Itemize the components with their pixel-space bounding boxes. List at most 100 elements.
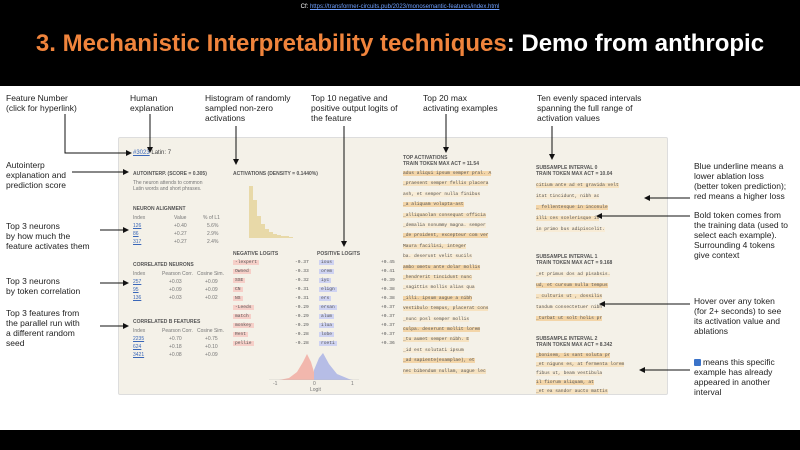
top-activation-example[interactable]: adus aliqui ipsum semper pral. A bbox=[403, 171, 492, 176]
top-activation-example[interactable]: ba. deserunt velit sucils bbox=[403, 254, 472, 260]
subsample-example[interactable]: _bonisem, is sant soluta pr bbox=[536, 353, 611, 358]
annotation-line: its activation value and bbox=[694, 316, 780, 326]
negative-logit-value: -0.32 bbox=[295, 278, 309, 283]
sub0-header: SUBSAMPLE INTERVAL 0 bbox=[536, 165, 598, 171]
negative-logit-token: pellie bbox=[233, 341, 254, 346]
cb-index-link[interactable]: 3421 bbox=[133, 352, 145, 358]
annotation-line: activation values bbox=[537, 113, 600, 123]
hist-bar bbox=[261, 224, 265, 238]
subsample-example[interactable]: il fiorum aliquam, at bbox=[536, 380, 594, 385]
negative-logit-value: -0.28 bbox=[295, 341, 309, 346]
subsample-example[interactable]: _et primus dos ad pisabsis. bbox=[536, 272, 611, 277]
annotation-line: by how much the bbox=[6, 231, 71, 241]
top-activation-example[interactable]: culpa. deserunt mollit lorem bbox=[403, 327, 481, 332]
annotation-line: (better token prediction); bbox=[694, 181, 787, 191]
feature-header: #3023 Latin: 7 bbox=[133, 150, 171, 156]
top-activation-example[interactable]: _illi. ipsum augue a nibh bbox=[403, 295, 472, 301]
top-activation-example[interactable]: vestibulo tempus, placerat cons bbox=[403, 306, 489, 312]
subsample-example[interactable]: _et niguns es, at fermenta lorem bbox=[536, 362, 625, 367]
cn-col: Index bbox=[133, 271, 146, 277]
annotation-feature-number: Feature Number (click for hyperlink) bbox=[6, 93, 77, 113]
annotation-line: Top 3 neurons bbox=[6, 276, 60, 286]
hist-bar bbox=[265, 229, 269, 238]
subsample-example[interactable]: fibus ut, beam vestibula bbox=[536, 371, 603, 376]
annotation-top10-logits: Top 10 negative and positive output logi… bbox=[311, 93, 397, 123]
cb-index-link[interactable]: 624 bbox=[133, 344, 142, 350]
top-activation-example[interactable]: _hendrerit tincidunt nunc bbox=[403, 275, 472, 280]
positive-logit-token: alum bbox=[319, 314, 335, 319]
annotation-line: means this specific bbox=[694, 357, 775, 367]
logit-hist-positive bbox=[314, 353, 353, 380]
feature-link[interactable]: #3023 bbox=[133, 150, 150, 156]
annotation-line: positive output logits of bbox=[311, 103, 398, 113]
cn-index-link[interactable]: 95 bbox=[133, 287, 139, 293]
na-value: +0.40 bbox=[174, 223, 187, 229]
top-activations-sub: TRAIN TOKEN MAX ACT = 11.54 bbox=[403, 161, 479, 167]
footer-link[interactable]: https://transformer-circuits.pub/2023/mo… bbox=[309, 4, 500, 10]
subsample-example[interactable]: _et ea sandor aucto mattis bbox=[536, 389, 608, 394]
title-accent: 3. Mechanistic Interpretability techniqu… bbox=[35, 30, 507, 57]
footer-citation: Cf: https://transformer-circuits.pub/202… bbox=[0, 4, 800, 10]
cn-index-link[interactable]: 136 bbox=[133, 295, 142, 301]
top-activation-example[interactable]: _tu aumet semper nibh. E bbox=[403, 337, 470, 343]
correlated-neurons-header: CORRELATED NEURONS bbox=[133, 262, 194, 268]
subsample-example[interactable]: _ culturis ut , dossilis bbox=[536, 294, 603, 299]
top-activation-example[interactable]: ash, et semper nulla finibus bbox=[403, 191, 481, 197]
positive-logit-value: +0.37 bbox=[381, 323, 395, 328]
annotation-line: sampled non-zero bbox=[205, 103, 274, 113]
top-activation-example[interactable]: _sagittis mollis alias qua bbox=[403, 285, 475, 291]
annotation-line: give context bbox=[694, 250, 740, 260]
annotation-human-explanation: Human explanation bbox=[130, 93, 173, 113]
annotation-line: example has already bbox=[694, 367, 773, 377]
top-activation-example[interactable]: Maura facilisi, integer bbox=[403, 243, 467, 249]
annotation-line: seed bbox=[6, 338, 25, 348]
top-activation-example[interactable]: _nunc posl semper mollis bbox=[403, 316, 470, 322]
negative-logit-token: -Leeds bbox=[233, 305, 254, 310]
top-activation-example[interactable]: _de proident, excepteur com ver bbox=[403, 233, 489, 239]
negative-logit-token: Owned bbox=[233, 269, 251, 274]
na-index-link[interactable]: 317 bbox=[133, 239, 142, 245]
cn-index-link[interactable]: 257 bbox=[133, 279, 142, 285]
top-activation-example[interactable]: _id est solutati ipsum bbox=[403, 347, 464, 353]
annotation-line: Blue underline means a bbox=[694, 161, 784, 171]
annotation-line: Autointerp bbox=[6, 160, 45, 170]
annotation-line: Bold token comes from bbox=[694, 210, 781, 220]
positive-logit-value: +0.38 bbox=[381, 296, 395, 301]
top-activation-example[interactable]: nec bibendum nullam, augue lec bbox=[403, 368, 486, 374]
annotation-blue-underline: Blue underline means a lower ablation lo… bbox=[694, 161, 786, 201]
annotation-line: Top 3 features from bbox=[6, 308, 80, 318]
top-activation-example[interactable]: ambo ometu ante dolar mollis bbox=[403, 264, 481, 270]
cb-index-link[interactable]: 2235 bbox=[133, 336, 145, 342]
sub2-header: SUBSAMPLE INTERVAL 2 bbox=[536, 336, 598, 342]
top-activation-example[interactable]: _praesent semper fellis placera bbox=[403, 181, 489, 187]
subsample-example[interactable]: in primo bus adipiscelit. bbox=[536, 227, 605, 232]
subsample-example[interactable]: tandum consectetuer nibh bbox=[536, 305, 603, 310]
annotation-line: Ten evenly spaced intervals bbox=[537, 93, 642, 103]
subsample-example[interactable]: _turbat ut solt holis pr bbox=[536, 316, 603, 321]
title-bar bbox=[0, 0, 800, 86]
top-activation-example[interactable]: _alliquaolan consequat officia bbox=[403, 212, 486, 218]
subsample-example[interactable]: illi ces scelerisque in bbox=[536, 216, 600, 221]
hist-xlabel: Logit bbox=[310, 387, 321, 393]
negative-logits-header: NEGATIVE LOGITS bbox=[233, 251, 279, 257]
negative-logit-value: -0.33 bbox=[295, 269, 309, 274]
subsample-example[interactable]: citium ante ad et gravida velt bbox=[536, 183, 619, 188]
cb-pearson: +0.18 bbox=[169, 344, 182, 350]
positive-logit-token: roeti bbox=[319, 341, 337, 346]
top-activation-example[interactable]: _demalia nonummy magna. semper bbox=[403, 223, 486, 228]
subsample-example[interactable]: _ fellentesque in inconule bbox=[536, 205, 608, 210]
annotation-ten-intervals: Ten evenly spaced intervals spanning the… bbox=[537, 93, 641, 123]
annotation-line: activations bbox=[205, 113, 246, 123]
na-index-link[interactable]: 86 bbox=[133, 231, 139, 237]
subsample-example[interactable]: itat tincidunt, nibh ac bbox=[536, 194, 600, 199]
cb-pearson: +0.08 bbox=[169, 352, 182, 358]
na-pct: 2.4% bbox=[207, 239, 219, 245]
na-index-link[interactable]: 126 bbox=[133, 223, 142, 229]
positive-logit-value: +0.37 bbox=[381, 314, 395, 319]
positive-logit-token: lobe bbox=[319, 332, 335, 337]
arrow-feature-number bbox=[64, 114, 132, 156]
subsample-example[interactable]: ud, et cursum nulla tempus bbox=[536, 283, 608, 288]
positive-logit-token: ers bbox=[319, 296, 332, 301]
top-activation-example[interactable]: _ad sapiente(examplae), et bbox=[403, 358, 475, 364]
top-activation-example[interactable]: _a aliquam volupta-ast bbox=[403, 202, 464, 208]
